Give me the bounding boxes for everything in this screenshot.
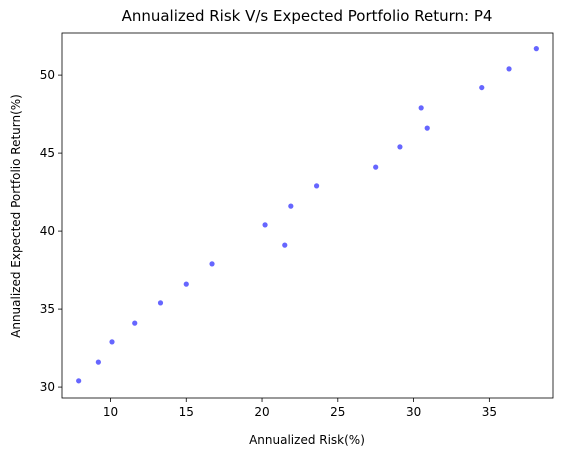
- x-axis-label: Annualized Risk(%): [249, 433, 365, 447]
- y-tick-label: 40: [40, 224, 55, 238]
- scatter-point: [183, 281, 189, 287]
- scatter-point: [479, 84, 485, 91]
- y-tick-label: 35: [40, 302, 55, 316]
- y-axis-label: Annualized Expected Portfolio Return(%): [9, 94, 23, 338]
- scatter-point: [397, 144, 403, 150]
- plot-frame: [61, 32, 554, 399]
- scatter-point: [373, 164, 379, 170]
- scatter-point: [313, 183, 320, 189]
- plot-area: [61, 32, 554, 399]
- x-tick-label: 30: [406, 405, 421, 419]
- x-tick-label: 20: [254, 405, 269, 419]
- scatter-point: [132, 320, 138, 326]
- y-tick-label: 30: [40, 380, 55, 394]
- scatter-point: [209, 261, 215, 267]
- scatter-point: [76, 378, 82, 384]
- scatter-point: [418, 105, 424, 111]
- scatter-point: [282, 242, 288, 248]
- y-tick-label: 45: [40, 146, 55, 160]
- x-tick-label: 25: [330, 405, 345, 419]
- x-tick-label: 35: [482, 405, 497, 419]
- scatter-point: [109, 339, 115, 345]
- y-tick-label: 50: [40, 68, 55, 82]
- scatter-point: [506, 66, 512, 72]
- scatter-point: [157, 300, 164, 306]
- y-axis: 30 35 40 45 50: [40, 68, 62, 394]
- scatter-point: [424, 125, 430, 131]
- x-tick-label: 15: [179, 405, 194, 419]
- scatter-point: [95, 359, 101, 365]
- chart-title: Annualized Risk V/s Expected Portfolio R…: [122, 7, 493, 25]
- x-tick-label: 10: [103, 405, 118, 419]
- scatter-point: [288, 203, 294, 209]
- x-axis: 10 15 20 25 30 35: [103, 398, 497, 419]
- scatter-point: [262, 222, 268, 228]
- scatter-point: [533, 46, 539, 52]
